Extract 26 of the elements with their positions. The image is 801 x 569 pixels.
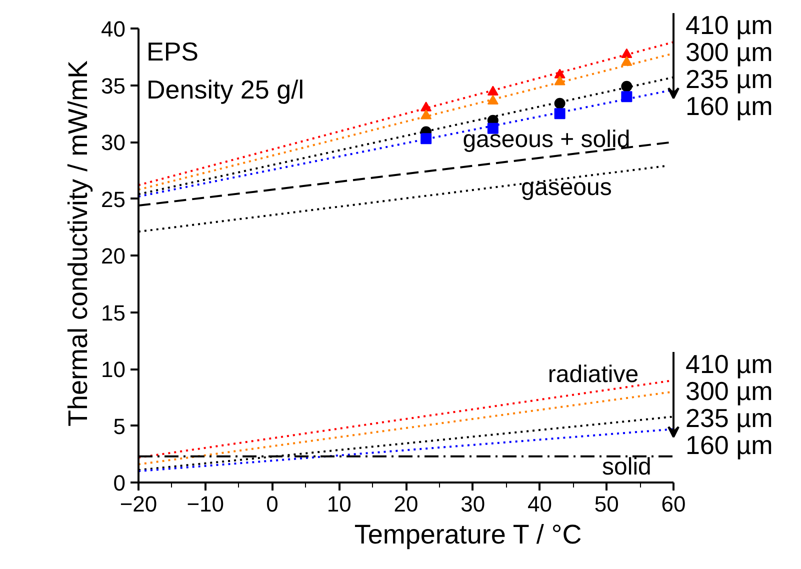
x-tick-label: 30 — [460, 492, 486, 516]
annotation: radiative — [548, 360, 639, 388]
annotation: solid — [602, 453, 652, 480]
series-label: 410 µm — [686, 348, 773, 379]
y-tick-label: 10 — [101, 357, 126, 382]
annotation: EPS — [146, 36, 199, 66]
y-tick-label: 15 — [101, 300, 126, 326]
y-tick-label: 20 — [101, 244, 126, 268]
y-tick-label: 40 — [101, 16, 126, 42]
annotation: gaseous — [521, 174, 612, 202]
annotation: gaseous + solid — [462, 126, 630, 154]
x-tick-label: 20 — [394, 492, 418, 516]
x-tick-label: 40 — [528, 492, 552, 516]
x-tick-label: 50 — [594, 492, 619, 516]
y-tick-label: 30 — [101, 130, 126, 155]
annotation: Density 25 g/l — [146, 74, 304, 104]
y-tick-label: 25 — [101, 186, 126, 212]
y-tick-label: 35 — [101, 73, 126, 98]
x-axis-title: Temperature T / °C — [354, 520, 582, 550]
x-tick-label: −10 — [186, 492, 224, 516]
series-label: 410 µm — [686, 10, 773, 40]
x-tick-label: 10 — [326, 492, 352, 516]
x-tick-label: 0 — [266, 492, 278, 516]
y-tick-label: 5 — [113, 414, 126, 439]
y-axis-title: Thermal conductivity / mW/mK — [63, 60, 94, 427]
x-tick-label: 60 — [661, 492, 686, 516]
